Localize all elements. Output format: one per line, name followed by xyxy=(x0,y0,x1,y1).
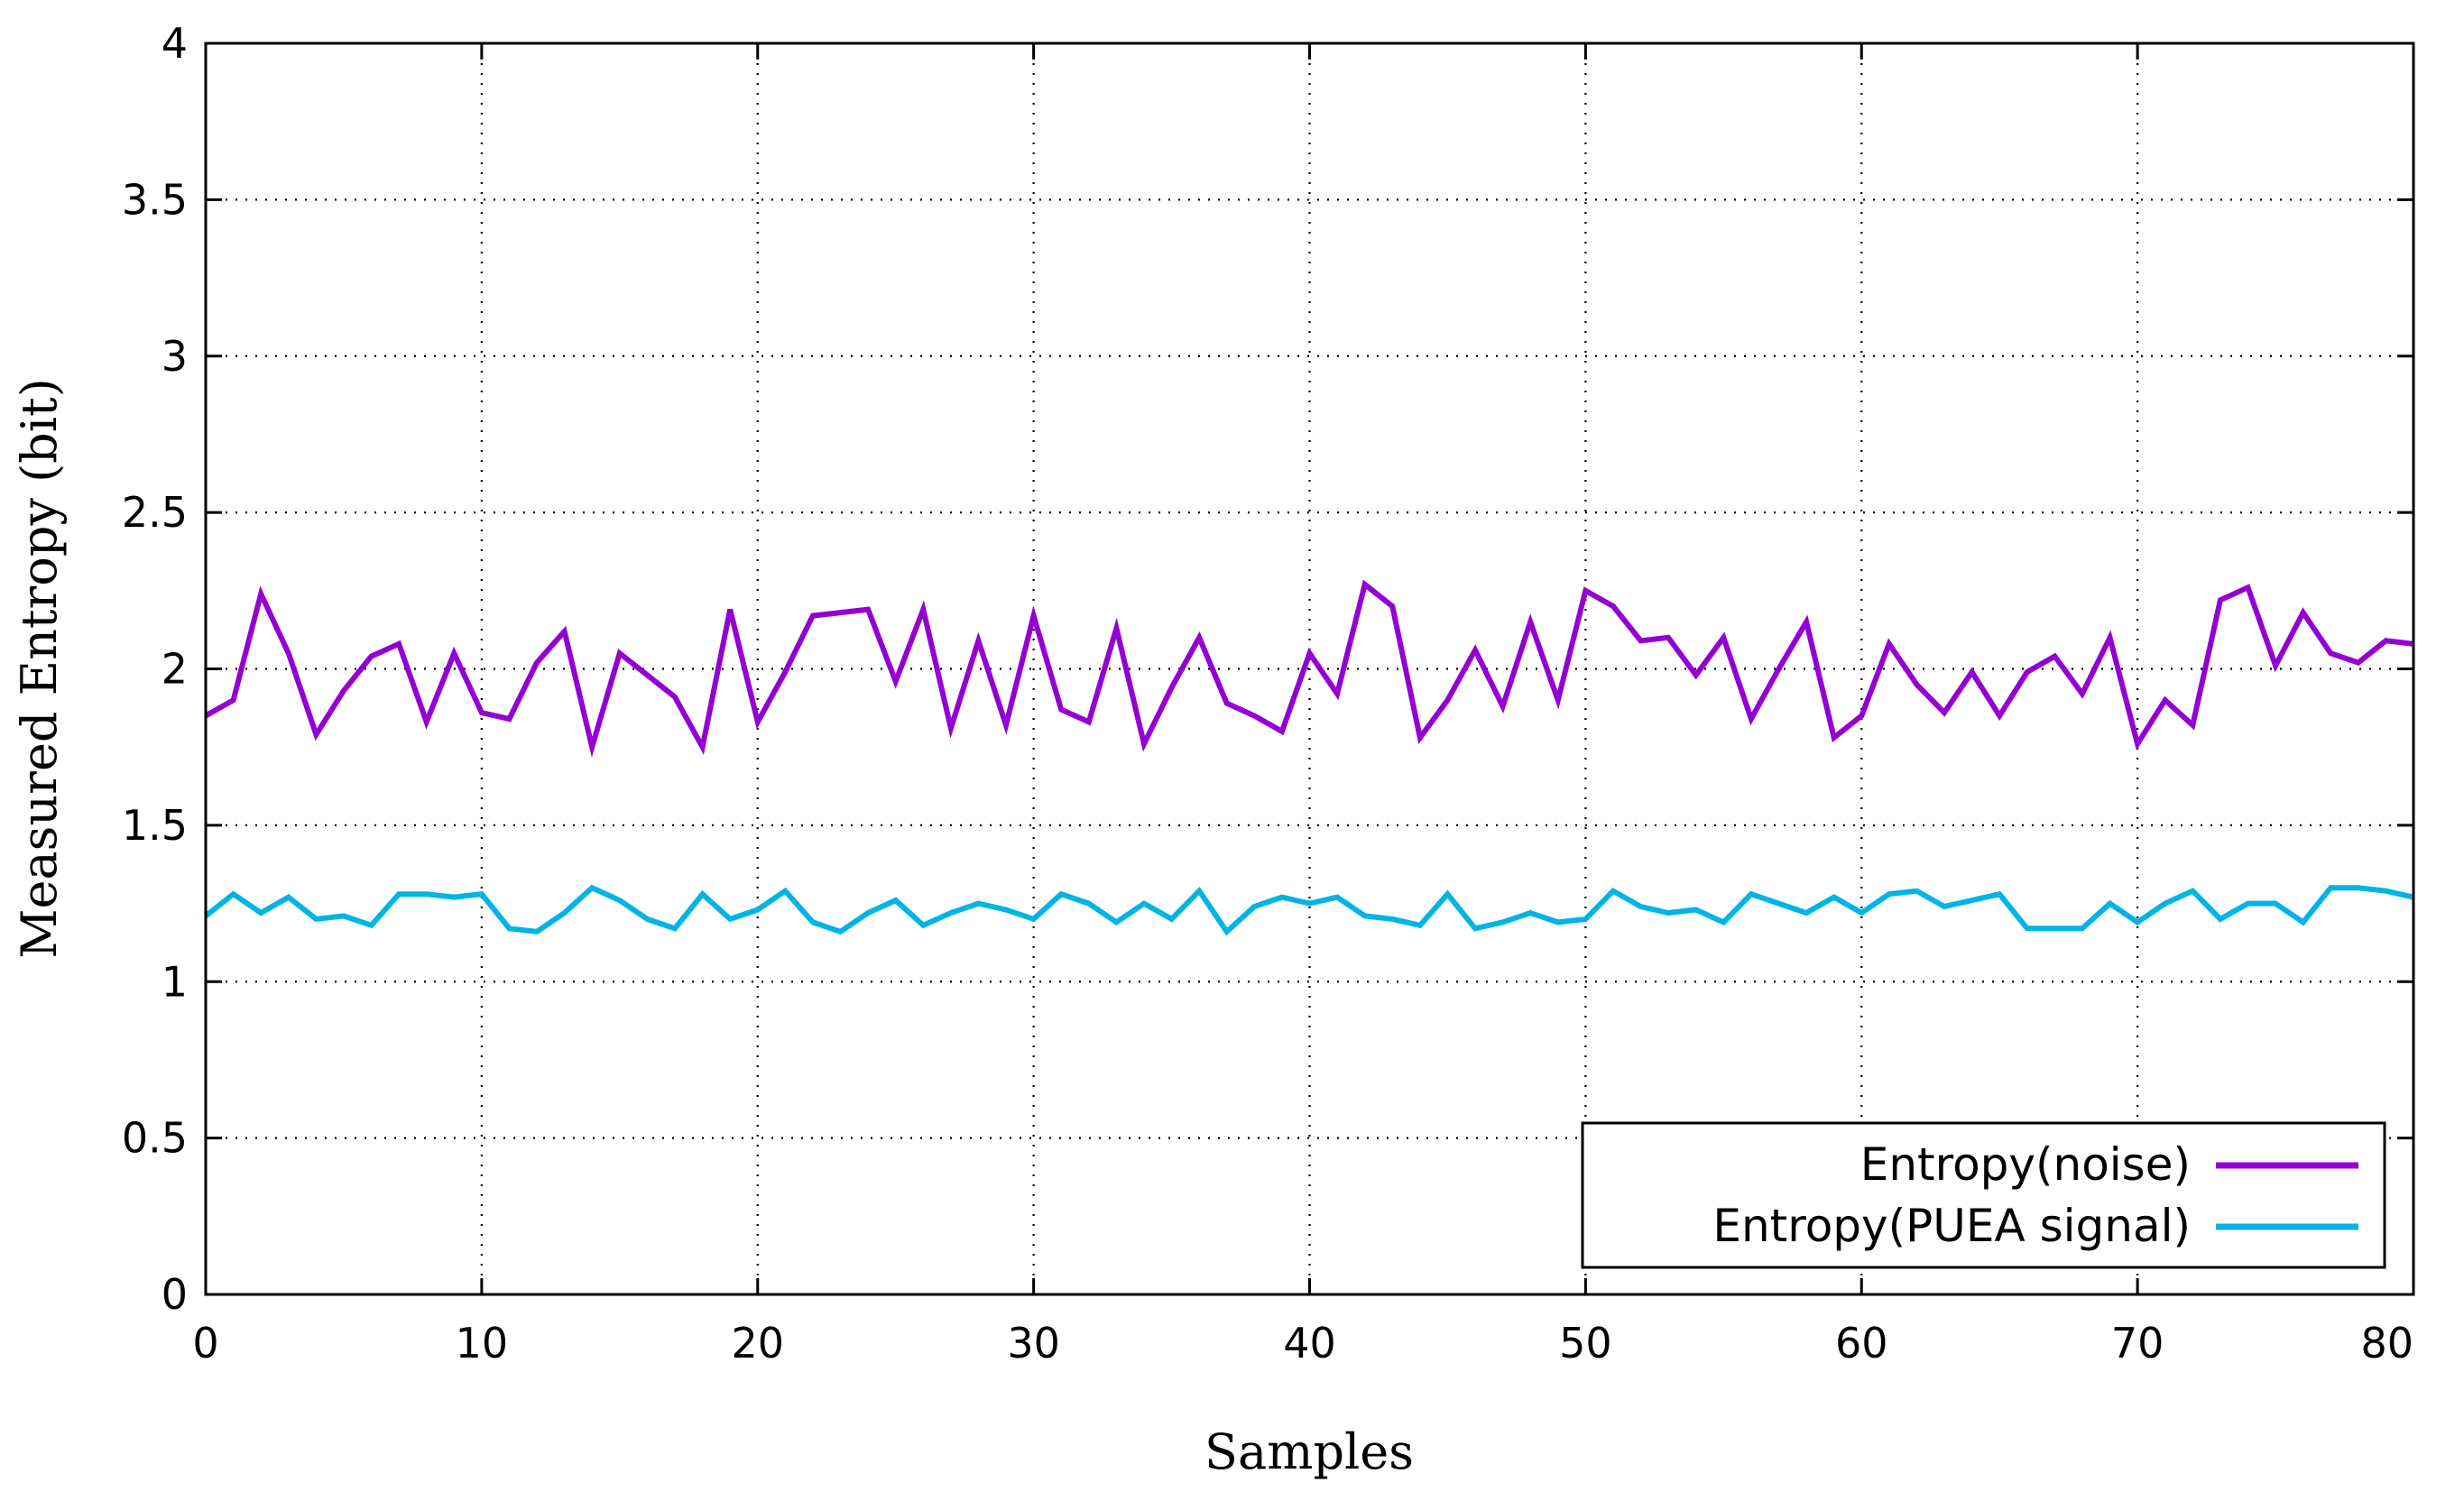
x-tick-label: 30 xyxy=(1007,1319,1060,1367)
legend-label-noise: Entropy(noise) xyxy=(1860,1138,2191,1191)
y-tick-label: 0 xyxy=(161,1270,188,1319)
y-tick-label: 1.5 xyxy=(122,801,188,850)
y-tick-label: 2 xyxy=(161,645,188,694)
x-tick-label: 80 xyxy=(2360,1319,2413,1367)
x-tick-label: 50 xyxy=(1559,1319,1612,1367)
y-axis-title: Measured Entropy (bit) xyxy=(11,378,68,959)
y-tick-label: 0.5 xyxy=(122,1114,188,1163)
x-tick-label: 20 xyxy=(731,1319,784,1367)
legend: Entropy(noise) Entropy(PUEA signal) xyxy=(1581,1121,2386,1269)
axis-ticks xyxy=(204,41,2415,1296)
y-tick-label: 2.5 xyxy=(122,488,188,537)
series-line-noise xyxy=(204,579,2414,758)
legend-box xyxy=(1581,1121,2386,1269)
tick-labels: 00.511.522.533.540 10 20 30 40 50 60 70 80 xyxy=(122,19,2413,1367)
y-tick-label: 4 xyxy=(161,19,188,68)
y-tick-label: 3.5 xyxy=(122,175,188,224)
legend-label-puea-signal: Entropy(PUEA signal) xyxy=(1712,1200,2191,1252)
y-tick-label: 3 xyxy=(161,332,188,381)
grid-lines xyxy=(206,43,2413,1294)
x-tick-label: 40 xyxy=(1283,1319,1336,1367)
series-lines xyxy=(204,579,2414,936)
x-tick-label: 60 xyxy=(1835,1319,1888,1367)
x-tick-label: 0 xyxy=(192,1319,218,1367)
y-tick-label: 1 xyxy=(161,957,188,1006)
x-tick-label: 10 xyxy=(456,1319,509,1367)
x-axis-title: Samples xyxy=(1204,1423,1414,1480)
series-line-puea-signal xyxy=(204,884,2414,936)
x-tick-label: 70 xyxy=(2111,1319,2164,1367)
